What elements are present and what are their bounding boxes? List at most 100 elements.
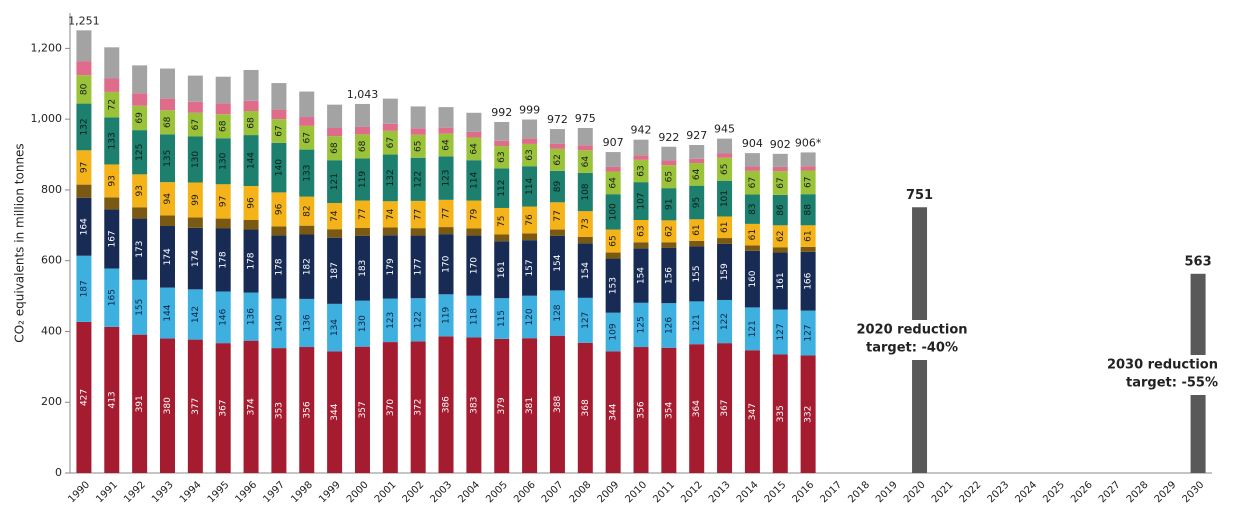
bar-segment — [494, 207, 510, 235]
segment-label: 368 — [581, 399, 591, 416]
segment-label: 122 — [720, 313, 730, 330]
bar-segment — [577, 128, 593, 146]
bar-segment — [466, 200, 482, 229]
bar-segment — [549, 170, 565, 203]
segment-label: 386 — [442, 396, 452, 413]
segment-label: 146 — [219, 308, 229, 325]
segment-label: 89 — [553, 181, 563, 193]
bar-segment — [744, 194, 760, 224]
bar-segment — [382, 98, 398, 124]
bar-segment — [243, 220, 259, 230]
total-label: 1,251 — [68, 14, 100, 27]
segment-label: 68 — [330, 142, 340, 154]
bar-segment — [104, 47, 120, 79]
bar-segment — [717, 299, 733, 344]
segment-label: 91 — [664, 199, 674, 210]
bar-segment — [327, 160, 343, 204]
bar-segment — [410, 106, 426, 129]
bar-segment — [354, 346, 370, 473]
bar-segment — [494, 298, 510, 339]
bar-segment — [438, 234, 454, 295]
segment-label: 94 — [163, 193, 173, 205]
bar-segment — [522, 138, 538, 144]
bar-segment — [327, 351, 343, 473]
segment-label: 125 — [135, 144, 145, 161]
bar-segment — [605, 152, 621, 167]
segment-label: 127 — [804, 324, 814, 341]
segment-label: 130 — [219, 152, 229, 169]
x-tick-label: 2011 — [651, 479, 677, 505]
bar-segment — [271, 119, 287, 143]
segment-label: 353 — [274, 402, 284, 419]
segment-label: 100 — [609, 203, 619, 220]
segment-label: 125 — [637, 316, 647, 333]
bar-segment — [605, 351, 621, 473]
segment-label: 93 — [135, 185, 145, 196]
segment-label: 74 — [386, 208, 396, 220]
bar-segment — [271, 192, 287, 227]
bar-segment — [633, 220, 649, 243]
bar-segment — [717, 138, 733, 154]
bar-segment — [159, 182, 175, 216]
x-tick-label: 2003 — [428, 479, 454, 505]
bar-segment — [772, 252, 788, 310]
segment-label: 67 — [748, 177, 758, 188]
bar-segment — [577, 172, 593, 212]
bar-segment — [271, 348, 287, 473]
bar-segment — [76, 103, 92, 151]
y-tick-label: 0 — [55, 466, 62, 479]
y-tick-label: 600 — [41, 254, 62, 267]
bar-segment — [271, 142, 287, 193]
segment-label: 67 — [776, 177, 786, 188]
bar-segment — [494, 146, 510, 169]
bar-segment — [159, 215, 175, 227]
segment-label: 108 — [581, 183, 591, 200]
segment-label: 364 — [692, 400, 702, 417]
bar-segment — [299, 196, 315, 226]
bar-segment — [717, 343, 733, 473]
segment-label: 153 — [609, 277, 619, 294]
segment-label: 179 — [386, 258, 396, 275]
x-tick-label: 2025 — [1041, 479, 1067, 505]
bar-segment — [466, 160, 482, 201]
bar-segment — [577, 150, 593, 173]
bar-segment — [577, 211, 593, 237]
bar-segment — [549, 143, 565, 149]
x-tick-label: 2000 — [345, 479, 371, 505]
bar-segment — [800, 251, 816, 311]
bar-segment — [187, 112, 203, 137]
bar-segment — [327, 128, 343, 137]
bar-segment — [299, 298, 315, 348]
bar-segment — [744, 245, 760, 251]
bar-segment — [159, 98, 175, 111]
bar-segment — [215, 343, 231, 473]
segment-label: 128 — [553, 304, 563, 321]
bar-segment — [494, 121, 510, 141]
x-tick-label: 2022 — [958, 479, 984, 505]
segment-label: 119 — [358, 171, 368, 188]
bar-segment — [661, 247, 677, 304]
x-tick-label: 1994 — [178, 479, 204, 505]
bar-segment — [187, 136, 203, 183]
bar-segment — [438, 133, 454, 157]
annotation: 2020 reduction — [856, 323, 967, 338]
bar-segment — [104, 117, 120, 165]
annotation: target: -40% — [866, 341, 958, 356]
bar-segment — [494, 338, 510, 473]
bar-segment — [132, 65, 148, 94]
bar-segment — [438, 127, 454, 134]
bar-segment — [744, 153, 760, 167]
bar-segment — [299, 117, 315, 126]
bar-segment — [661, 146, 677, 161]
bar-segment — [271, 226, 287, 236]
segment-label: 75 — [497, 216, 507, 227]
x-tick-label: 2015 — [763, 479, 789, 505]
bar-segment — [327, 104, 343, 128]
bar-segment — [466, 137, 482, 161]
bar-segment — [466, 295, 482, 338]
segment-label: 61 — [804, 230, 814, 241]
segment-label: 96 — [247, 197, 257, 209]
segment-label: 63 — [637, 165, 647, 176]
segment-label: 374 — [247, 398, 257, 415]
bar-segment — [577, 297, 593, 343]
